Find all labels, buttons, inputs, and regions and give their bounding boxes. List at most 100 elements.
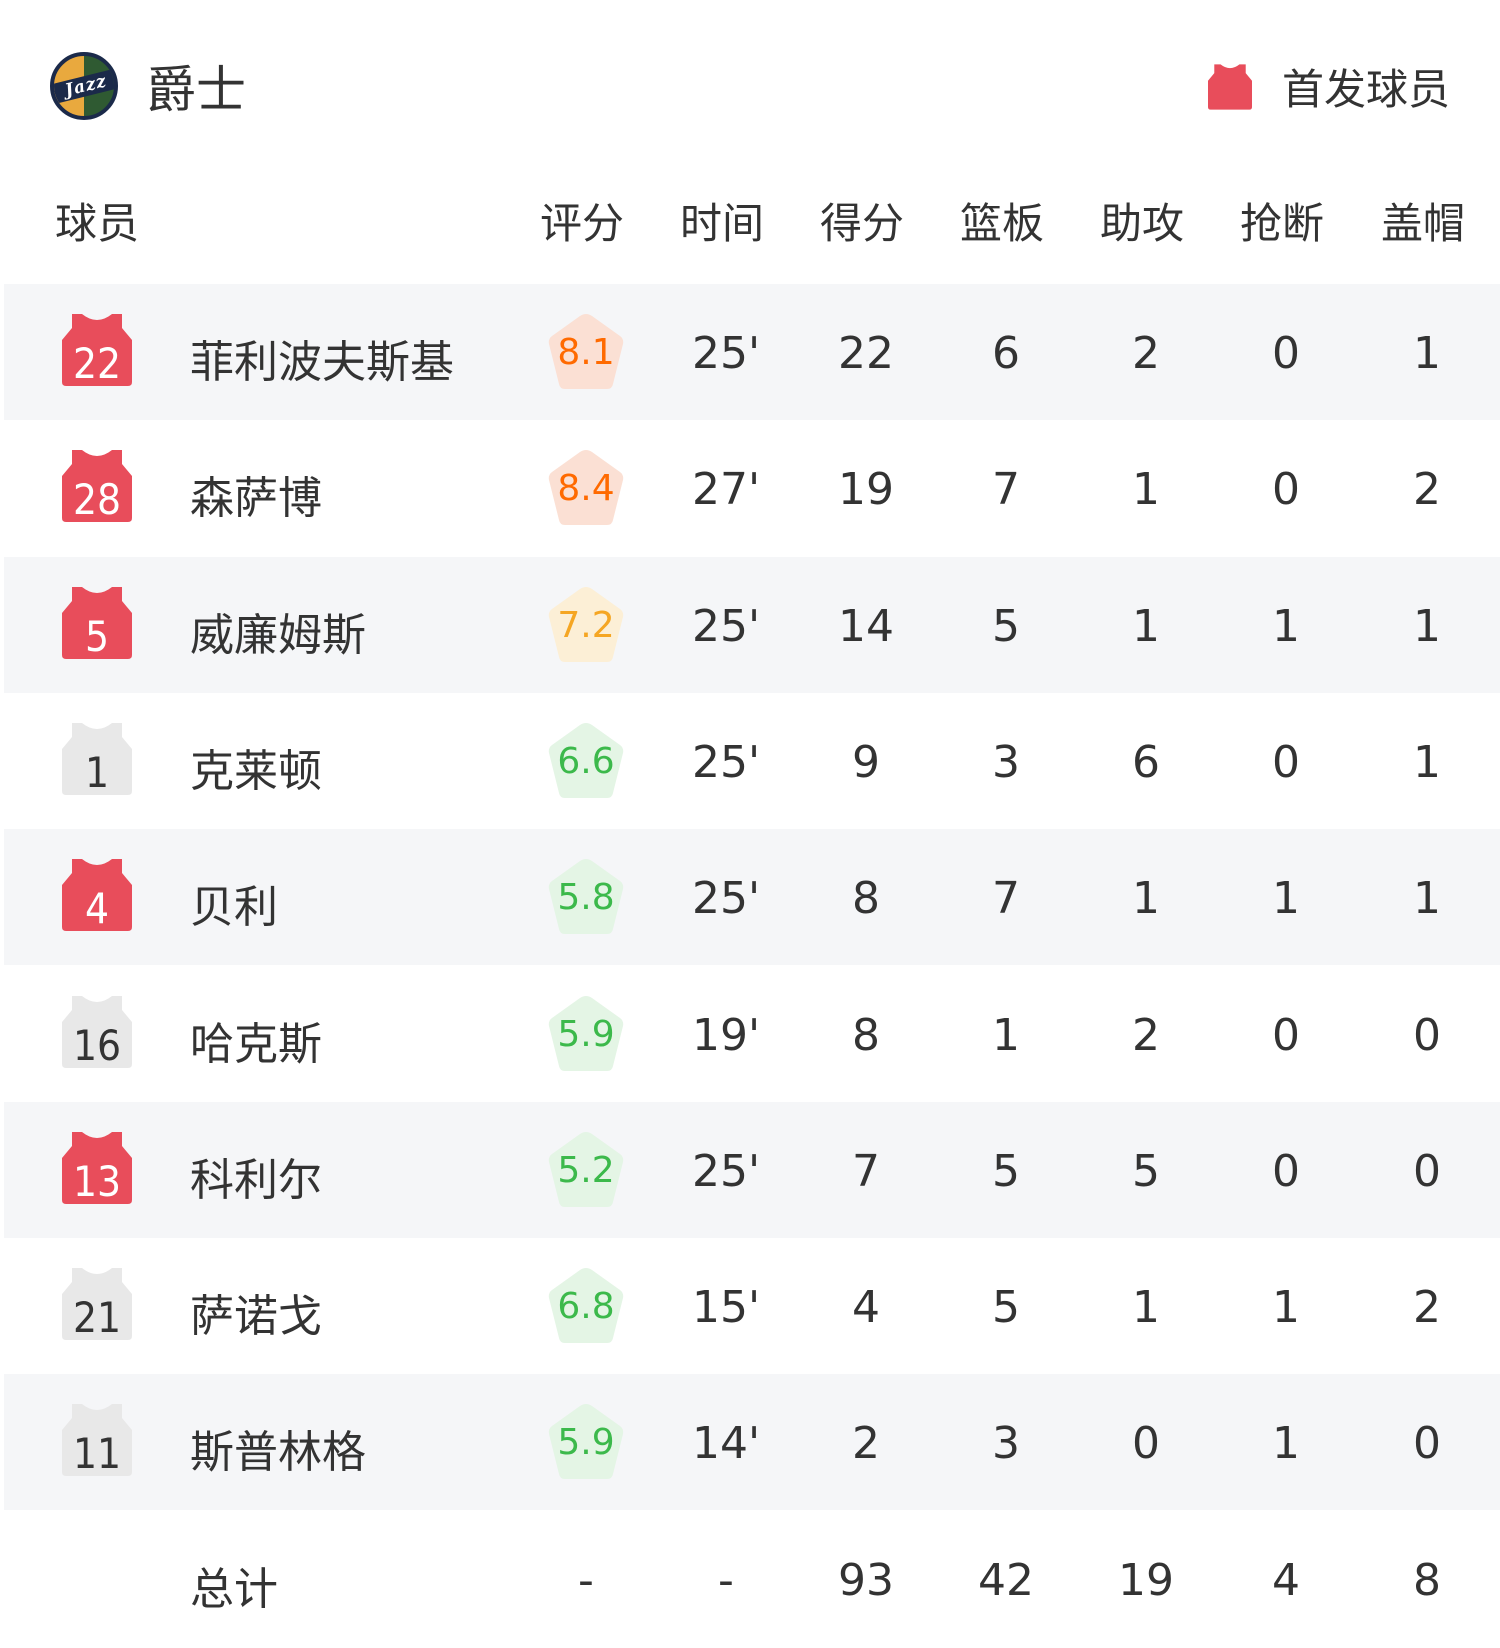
jersey-icon: 16	[62, 995, 132, 1070]
jersey-icon: 13	[62, 1131, 132, 1206]
rating-badge: 8.1	[546, 312, 626, 392]
column-header-rebounds[interactable]: 篮板	[959, 199, 1045, 248]
column-header-minutes[interactable]: 时间	[679, 199, 765, 248]
blocks-value: 1	[1413, 328, 1441, 379]
player-row[interactable]: 4 贝利 5.8 25' 8 7 1 1 1	[4, 829, 1500, 966]
team-name: 爵士	[146, 61, 246, 119]
jersey-icon: 21	[62, 1268, 132, 1343]
player-name[interactable]: 科利尔	[190, 1154, 322, 1206]
minutes-value: 25'	[691, 328, 761, 379]
player-row[interactable]: 16 哈克斯 5.9 19' 8 1 2 0 0	[4, 966, 1500, 1102]
player-row[interactable]: 11 斯普林格 5.9 14' 2 3 0 1 0	[4, 1374, 1500, 1511]
blocks-value: 1	[1413, 736, 1441, 788]
assists-value: 1	[1132, 1282, 1160, 1334]
rating-value: 5.8	[557, 877, 615, 919]
rating-value: 6.8	[557, 1286, 615, 1328]
team-logo: Jazz	[50, 52, 118, 120]
player-name[interactable]: 克莱顿	[190, 745, 322, 797]
player-name[interactable]: 贝利	[190, 882, 278, 934]
minutes-value: 25'	[691, 600, 761, 652]
rebounds-value: 3	[992, 736, 1020, 788]
assists-value: 2	[1132, 1009, 1160, 1061]
player-name[interactable]: 萨诺戈	[190, 1291, 322, 1343]
player-name[interactable]: 威廉姆斯	[190, 609, 366, 661]
column-header-rating[interactable]: 评分	[539, 199, 625, 248]
rating-value: 5.9	[557, 1422, 615, 1464]
assists-value: 2	[1132, 328, 1160, 379]
assists-value: 1	[1132, 464, 1160, 516]
points-value: 19	[838, 464, 894, 516]
steals-value: 0	[1272, 1009, 1300, 1061]
rating-value: 8.1	[557, 332, 615, 373]
rating-value: 6.6	[557, 740, 615, 782]
steals-value: 0	[1272, 736, 1300, 788]
points-value: 8	[852, 1009, 880, 1061]
steals-value: 1	[1272, 1282, 1300, 1334]
minutes-value: 25'	[691, 873, 761, 925]
jersey-number: 21	[72, 1293, 122, 1343]
jersey-number: 4	[84, 884, 110, 934]
minutes-value: 25'	[691, 1145, 761, 1197]
player-row[interactable]: 1 克莱顿 6.6 25' 9 3 6 0 1	[4, 693, 1500, 829]
rating-badge: 5.2	[546, 1130, 626, 1210]
assists-value: 5	[1132, 1145, 1160, 1197]
steals-value: 0	[1272, 328, 1300, 379]
player-row[interactable]: 28 森萨博 8.4 27' 19 7 1 0 2	[4, 420, 1500, 556]
column-header-player[interactable]: 球员	[55, 199, 140, 248]
rebounds-value: 5	[992, 1282, 1020, 1334]
steals-value: 1	[1272, 600, 1300, 652]
rebounds-value: 5	[992, 600, 1020, 652]
jersey-number: 16	[72, 1020, 122, 1070]
rating-value: 7.2	[557, 604, 615, 646]
assists-value: 6	[1132, 736, 1160, 788]
jersey-number: 5	[84, 611, 110, 661]
jersey-icon: 28	[62, 450, 132, 525]
rating-badge: 6.8	[546, 1266, 626, 1346]
player-row[interactable]: 13 科利尔 5.2 25' 7 5 5 0 0	[4, 1101, 1500, 1238]
total-blocks: 8	[1413, 1554, 1441, 1606]
column-header-blocks[interactable]: 盖帽	[1380, 199, 1466, 248]
player-name[interactable]: 斯普林格	[190, 1427, 366, 1479]
rating-badge: 7.2	[546, 585, 626, 665]
jersey-icon	[1207, 63, 1252, 110]
rebounds-value: 3	[992, 1418, 1020, 1470]
blocks-value: 2	[1413, 1282, 1441, 1334]
column-header-points[interactable]: 得分	[819, 199, 905, 248]
jersey-number: 1	[84, 747, 110, 797]
column-header-assists[interactable]: 助攻	[1099, 199, 1185, 248]
total-rebounds: 42	[978, 1554, 1034, 1606]
player-name[interactable]: 森萨博	[190, 473, 322, 525]
steals-value: 0	[1272, 464, 1300, 516]
points-value: 2	[852, 1418, 880, 1470]
jersey-icon: 4	[62, 859, 132, 934]
player-row[interactable]: 22 菲利波夫斯基 8.1 25' 22 6 2 0 1	[4, 284, 1500, 420]
total-minutes: -	[718, 1554, 734, 1606]
starter-legend: 首发球员	[1207, 56, 1450, 117]
blocks-value: 1	[1413, 873, 1441, 925]
total-steals: 4	[1272, 1554, 1300, 1606]
steals-value: 1	[1272, 1418, 1300, 1470]
jersey-icon: 22	[62, 314, 132, 388]
player-name[interactable]: 哈克斯	[190, 1018, 322, 1070]
rating-badge: 5.8	[546, 857, 626, 937]
player-row[interactable]: 5 威廉姆斯 7.2 25' 14 5 1 1 1	[4, 556, 1500, 693]
assists-value: 1	[1132, 600, 1160, 652]
player-row[interactable]: 21 萨诺戈 6.8 15' 4 5 1 1 2	[4, 1238, 1500, 1374]
rating-badge: 5.9	[546, 994, 626, 1074]
rating-badge: 6.6	[546, 721, 626, 801]
total-points: 93	[838, 1554, 894, 1606]
blocks-value: 0	[1413, 1009, 1441, 1061]
jersey-number: 11	[72, 1429, 122, 1479]
rating-value: 8.4	[557, 468, 615, 510]
jersey-number: 22	[72, 339, 122, 388]
blocks-value: 1	[1413, 600, 1441, 652]
jersey-number: 28	[72, 475, 122, 525]
total-assists: 19	[1118, 1554, 1174, 1606]
blocks-value: 0	[1413, 1145, 1441, 1197]
jersey-number: 13	[72, 1156, 122, 1206]
column-header-steals[interactable]: 抢断	[1239, 199, 1325, 248]
player-name[interactable]: 菲利波夫斯基	[190, 337, 454, 388]
rating-value: 5.2	[557, 1149, 615, 1191]
rating-badge: 8.4	[546, 448, 626, 528]
points-value: 22	[838, 328, 894, 379]
